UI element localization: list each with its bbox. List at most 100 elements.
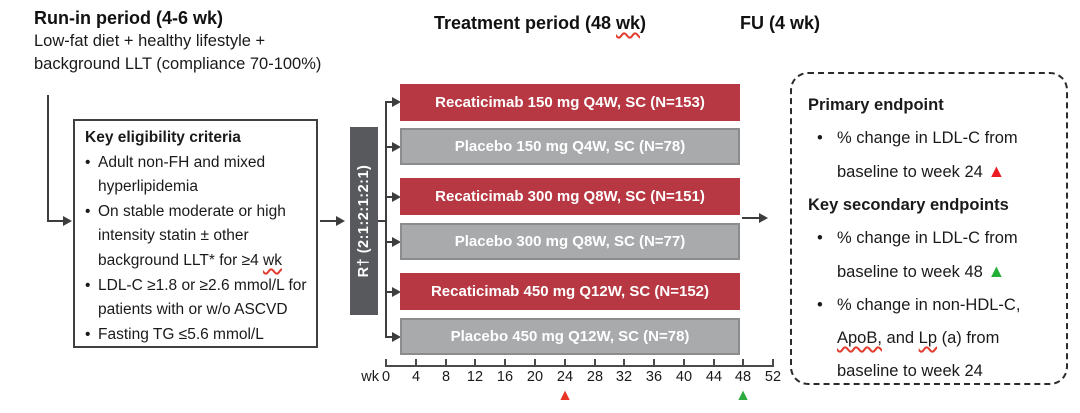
branch-line-arm-5 — [387, 291, 394, 293]
axis-tick-label: 0 — [381, 369, 391, 385]
run-in-subtitle-line1: Low-fat diet + healthy lifestyle + — [34, 32, 266, 50]
eligibility-item-1-text: Adult non-FH and mixed — [98, 153, 266, 171]
axis-tick-label: 28 — [586, 369, 604, 385]
branch-arrowhead-icon — [392, 142, 401, 152]
axis-tick-label: 12 — [466, 369, 484, 385]
eligibility-item-4-text: Fasting TG ≤5.6 mmol/L — [98, 325, 264, 343]
secondary-endpoint-item-2: • % change in non-HDL-C, — [808, 289, 1066, 322]
eligibility-title: Key eligibility criteria — [85, 129, 241, 146]
branch-trunk-line — [385, 101, 387, 338]
branch-arrowhead-icon — [392, 287, 401, 297]
lp-misspell: Lp — [918, 329, 938, 347]
treatment-title-wk-misspell: wk — [616, 13, 641, 33]
bullet-dot: • — [817, 129, 823, 147]
eligibility-item-3: • LDL-C ≥1.8 or ≥2.6 mmol/L for — [85, 274, 312, 299]
primary-endpoint-title: Primary endpoint — [808, 96, 944, 114]
randomization-box: R† (2:1:2:1:2:1) — [350, 127, 378, 315]
secondary-endpoint-2-mid: and — [881, 329, 919, 347]
primary-endpoint-text: % change in LDL-C from — [837, 129, 1018, 147]
week24-triangle-icon: ▲ — [987, 161, 1006, 181]
week24-assessment-marker-icon: ▲ — [557, 387, 573, 404]
branch-line-arm-3 — [387, 196, 394, 198]
axis-tick — [385, 359, 387, 366]
arm-bar-placebo-450: Placebo 450 mg Q12W, SC (N=78) — [400, 318, 740, 355]
bars-to-endpoints-line — [742, 217, 760, 219]
eligibility-item-2-cont1: intensity statin ± other — [98, 227, 249, 245]
axis-unit-label: wk — [361, 369, 379, 385]
axis-tick-label: 8 — [441, 369, 451, 385]
run-in-period-title: Run-in period (4-6 wk) — [34, 8, 223, 28]
week48-assessment-marker-icon: ▲ — [735, 387, 751, 404]
axis-tick-label: 4 — [411, 369, 421, 385]
run-in-connector-vertical-line — [47, 95, 49, 222]
eligibility-box: Key eligibility criteria • Adult non-FH a… — [73, 119, 318, 348]
axis-tick-label: 40 — [675, 369, 693, 385]
bullet-dot: • — [85, 202, 91, 220]
randomization-label: R† (2:1:2:1:2:1) — [356, 164, 372, 278]
follow-up-title: FU (4 wk) — [740, 13, 821, 33]
arm-bar-placebo-300: Placebo 300 mg Q8W, SC (N=77) — [400, 223, 740, 260]
secondary-endpoint-item-2-cont1: ApoB, and Lp (a) from — [808, 322, 1066, 355]
bullet-dot: • — [85, 276, 91, 294]
randomization-to-trunk-line — [378, 220, 386, 222]
axis-tick — [474, 359, 476, 366]
secondary-endpoint-2-end: (a) from — [937, 329, 1000, 347]
secondary-endpoints-title: Key secondary endpoints — [808, 196, 1009, 214]
axis-tick — [683, 359, 685, 366]
eligibility-item-2-cont2-prefix: background LLT* for ≥4 — [98, 251, 264, 269]
endpoints-panel: Primary endpoint • % change in LDL-C from… — [790, 72, 1068, 385]
axis-tick — [713, 359, 715, 366]
branch-arrowhead-icon — [392, 332, 401, 342]
run-in-connector-horizontal-line — [47, 220, 64, 222]
run-in-subtitle-line2: background LLT (compliance 70-100%) — [34, 55, 322, 73]
week48-triangle-icon: ▲ — [987, 261, 1006, 281]
secondary-endpoint-item-2-cont2: baseline to week 24 — [837, 362, 983, 380]
eligibility-item-3-cont: patients with or w/o ASCVD — [98, 301, 288, 319]
treatment-title-prefix: Treatment period (48 — [433, 13, 617, 33]
week-axis-line — [385, 365, 774, 367]
axis-tick-label: 20 — [526, 369, 544, 385]
axis-tick — [445, 359, 447, 366]
treatment-title-suffix: ) — [640, 13, 647, 33]
primary-endpoint-item-cont: baseline to week 24 ▲ — [808, 155, 1066, 189]
secondary-endpoint-item-1: • % change in LDL-C from — [808, 222, 1066, 255]
eligibility-wk-misspell: wk — [263, 251, 282, 269]
eligibility-to-randomization-arrowhead-icon — [336, 216, 345, 226]
eligibility-item-2: • On stable moderate or high — [85, 200, 312, 225]
axis-tick-label: 52 — [764, 369, 782, 385]
axis-tick — [415, 359, 417, 366]
arm-bar-recaticimab-450: Recaticimab 450 mg Q12W, SC (N=152) — [400, 273, 740, 310]
axis-tick-label: 48 — [734, 369, 752, 385]
run-in-arrowhead-icon — [63, 216, 72, 226]
branch-line-arm-1 — [387, 101, 394, 103]
secondary-endpoint-2-text: % change in non-HDL-C, — [837, 296, 1021, 314]
eligibility-item-2-text: On stable moderate or high — [98, 202, 286, 220]
secondary-endpoint-item-1-cont: baseline to week 48 ▲ — [808, 255, 1066, 289]
secondary-endpoint-1-text-cont: baseline to week 48 — [837, 263, 988, 281]
axis-tick — [594, 359, 596, 366]
arm-bar-recaticimab-150: Recaticimab 150 mg Q4W, SC (N=153) — [400, 84, 740, 121]
branch-arrowhead-icon — [392, 237, 401, 247]
eligibility-item-4: • Fasting TG ≤5.6 mmol/L — [85, 323, 312, 348]
eligibility-item-2-cont2: background LLT* for ≥4 wk — [85, 249, 312, 274]
eligibility-item-1: • Adult non-FH and mixed — [85, 151, 312, 176]
branch-line-arm-4 — [387, 241, 394, 243]
primary-endpoint-item: • % change in LDL-C from — [808, 122, 1066, 155]
axis-tick — [564, 359, 566, 366]
axis-tick-label: 24 — [556, 369, 574, 385]
axis-tick-label: 16 — [496, 369, 514, 385]
arm-bar-placebo-150: Placebo 150 mg Q4W, SC (N=78) — [400, 128, 740, 165]
branch-line-arm-6 — [387, 336, 394, 338]
eligibility-item-3-text: LDL-C ≥1.8 or ≥2.6 mmol/L for — [98, 276, 307, 294]
bars-to-endpoints-arrowhead-icon — [759, 213, 768, 223]
treatment-period-title: Treatment period (48 wk) — [400, 13, 680, 34]
arm-bar-recaticimab-300: Recaticimab 300 mg Q8W, SC (N=151) — [400, 178, 740, 215]
branch-arrowhead-icon — [392, 97, 401, 107]
branch-arrowhead-icon — [392, 192, 401, 202]
branch-line-arm-2 — [387, 146, 394, 148]
primary-endpoint-text-cont: baseline to week 24 — [837, 163, 988, 181]
axis-tick — [653, 359, 655, 366]
axis-tick — [534, 359, 536, 366]
axis-tick — [504, 359, 506, 366]
axis-tick-label: 32 — [615, 369, 633, 385]
